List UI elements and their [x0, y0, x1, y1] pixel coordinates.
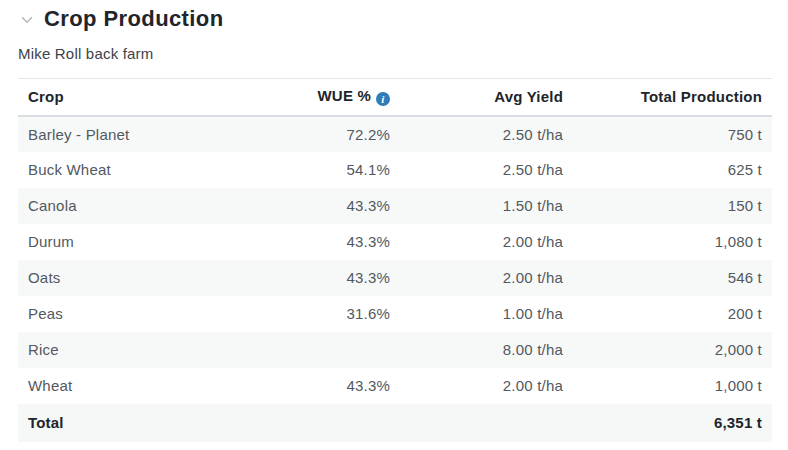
total-row: Total 6,351 t: [18, 404, 772, 442]
avg-yield-cell: 2.50 t/ha: [400, 116, 573, 152]
table-row: Canola 43.3% 1.50 t/ha 150 t: [18, 188, 772, 224]
table-body: Barley - Planet 72.2% 2.50 t/ha 750 t Bu…: [18, 116, 772, 404]
wue-cell: 54.1%: [260, 152, 400, 188]
total-production-cell: 1,000 t: [573, 368, 772, 404]
table-row: Durum 43.3% 2.00 t/ha 1,080 t: [18, 224, 772, 260]
total-label: Total: [18, 404, 260, 442]
column-header-crop: Crop: [18, 79, 260, 116]
column-header-wue-label: WUE %: [318, 87, 372, 104]
column-header-wue: WUE % i: [260, 79, 400, 116]
total-production-cell: 625 t: [573, 152, 772, 188]
avg-yield-cell: 2.00 t/ha: [400, 368, 573, 404]
crop-cell: Buck Wheat: [18, 152, 260, 188]
crop-production-table: Crop WUE % i Avg Yield Total Production B…: [18, 78, 772, 442]
info-icon[interactable]: i: [376, 92, 390, 106]
avg-yield-cell: 2.00 t/ha: [400, 224, 573, 260]
crop-cell: Peas: [18, 296, 260, 332]
total-production-cell: 2,000 t: [573, 332, 772, 368]
total-production-cell: 750 t: [573, 116, 772, 152]
table-row: Buck Wheat 54.1% 2.50 t/ha 625 t: [18, 152, 772, 188]
table-row: Oats 43.3% 2.00 t/ha 546 t: [18, 260, 772, 296]
crop-cell: Barley - Planet: [18, 116, 260, 152]
table-row: Peas 31.6% 1.00 t/ha 200 t: [18, 296, 772, 332]
total-production-cell: 200 t: [573, 296, 772, 332]
crop-production-section: Crop Production Mike Roll back farm Crop…: [0, 0, 788, 442]
total-production-cell: 150 t: [573, 188, 772, 224]
avg-yield-cell: 2.00 t/ha: [400, 260, 573, 296]
avg-yield-cell: 1.00 t/ha: [400, 296, 573, 332]
wue-cell: 43.3%: [260, 224, 400, 260]
crop-cell: Durum: [18, 224, 260, 260]
farm-name: Mike Roll back farm: [18, 45, 772, 62]
header-row: Crop WUE % i Avg Yield Total Production: [18, 79, 772, 116]
wue-cell: 31.6%: [260, 296, 400, 332]
wue-cell: [260, 332, 400, 368]
wue-cell: 43.3%: [260, 260, 400, 296]
section-title: Crop Production: [44, 6, 224, 32]
total-production-value: 6,351 t: [573, 404, 772, 442]
avg-yield-cell: 8.00 t/ha: [400, 332, 573, 368]
crop-cell: Canola: [18, 188, 260, 224]
column-header-total-production: Total Production: [573, 79, 772, 116]
total-production-cell: 546 t: [573, 260, 772, 296]
total-wue-empty: [260, 404, 400, 442]
avg-yield-cell: 1.50 t/ha: [400, 188, 573, 224]
table-footer: Total 6,351 t: [18, 404, 772, 442]
wue-cell: 43.3%: [260, 368, 400, 404]
table-row: Rice 8.00 t/ha 2,000 t: [18, 332, 772, 368]
total-avg-yield-empty: [400, 404, 573, 442]
wue-cell: 43.3%: [260, 188, 400, 224]
chevron-down-icon[interactable]: [18, 11, 36, 29]
column-header-avg-yield: Avg Yield: [400, 79, 573, 116]
avg-yield-cell: 2.50 t/ha: [400, 152, 573, 188]
total-production-cell: 1,080 t: [573, 224, 772, 260]
crop-cell: Oats: [18, 260, 260, 296]
table-row: Wheat 43.3% 2.00 t/ha 1,000 t: [18, 368, 772, 404]
wue-cell: 72.2%: [260, 116, 400, 152]
crop-cell: Rice: [18, 332, 260, 368]
section-header: Crop Production: [18, 0, 772, 32]
crop-cell: Wheat: [18, 368, 260, 404]
table-row: Barley - Planet 72.2% 2.50 t/ha 750 t: [18, 116, 772, 152]
table-header: Crop WUE % i Avg Yield Total Production: [18, 79, 772, 116]
